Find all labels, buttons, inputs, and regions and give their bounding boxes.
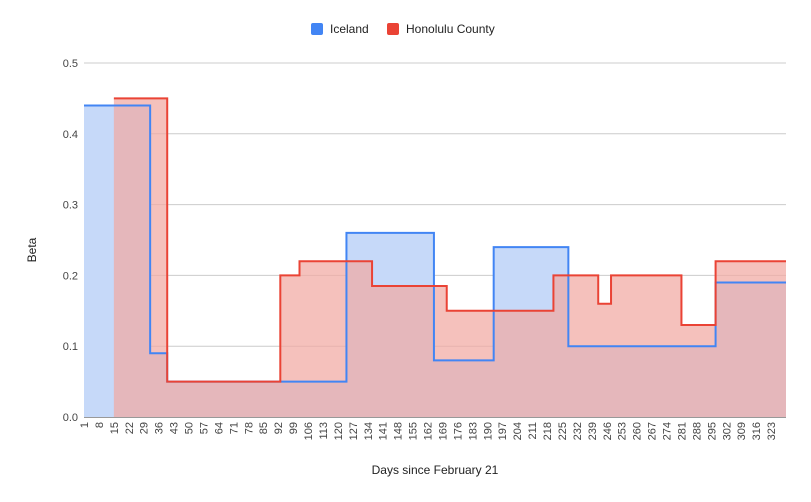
- y-tick-label: 0.2: [63, 270, 78, 282]
- legend-swatch-honolulu-county: [387, 23, 399, 35]
- x-tick-label: 120: [333, 422, 345, 440]
- x-tick-label: 99: [288, 422, 300, 434]
- legend-label-iceland: Iceland: [330, 22, 369, 36]
- legend-item-honolulu-county[interactable]: Honolulu County: [387, 22, 495, 36]
- x-tick-label: 36: [154, 422, 166, 434]
- x-tick-label: 162: [423, 422, 435, 440]
- x-axis-title: Days since February 21: [372, 463, 499, 477]
- x-tick-label: 8: [94, 422, 106, 428]
- x-tick-label: 211: [527, 422, 539, 440]
- x-tick-label: 190: [482, 422, 494, 440]
- x-tick-label: 218: [542, 422, 554, 440]
- x-tick-label: 78: [243, 422, 255, 434]
- y-tick-label: 0.3: [63, 200, 78, 212]
- x-tick-label: 57: [198, 422, 210, 434]
- x-tick-label: 92: [273, 422, 285, 434]
- x-tick-label: 302: [721, 422, 733, 440]
- series-lines: [84, 97, 786, 383]
- x-tick-label: 141: [378, 422, 390, 440]
- x-tick-label: 134: [363, 422, 375, 440]
- x-tick-label: 260: [632, 422, 644, 440]
- series-line-honolulu-county: [113, 97, 786, 383]
- x-tick-label: 267: [647, 422, 659, 440]
- x-tick-label: 22: [124, 422, 136, 434]
- x-tick-label: 85: [258, 422, 270, 434]
- x-tick-label: 225: [557, 422, 569, 440]
- x-tick-label: 127: [348, 422, 360, 440]
- y-axis-title: Beta: [25, 237, 39, 262]
- x-tick-label: 309: [736, 422, 748, 440]
- y-tick-label: 0.0: [63, 412, 78, 424]
- legend: Iceland Honolulu County: [0, 22, 811, 42]
- x-tick-label: 71: [228, 422, 240, 434]
- x-tick-label: 64: [213, 422, 225, 434]
- legend-swatch-iceland: [311, 23, 323, 35]
- x-tick-label: 204: [512, 422, 524, 440]
- legend-label-honolulu-county: Honolulu County: [406, 22, 495, 36]
- x-tick-label: 176: [452, 422, 464, 440]
- series-areas: [84, 98, 787, 418]
- y-tick-label: 0.1: [63, 341, 78, 353]
- y-tick-label: 0.5: [63, 58, 78, 70]
- x-tick-label: 281: [676, 422, 688, 440]
- x-tick-label: 106: [303, 422, 315, 440]
- x-tick-label: 232: [572, 422, 584, 440]
- x-tick-label: 155: [408, 422, 420, 440]
- x-tick-label: 15: [109, 422, 121, 434]
- x-tick-label: 197: [497, 422, 509, 440]
- y-tick-label: 0.4: [63, 129, 78, 141]
- x-tick-label: 316: [751, 422, 763, 440]
- x-tick-label: 113: [318, 422, 330, 440]
- x-tick-label: 323: [766, 422, 778, 440]
- x-tick-label: 148: [393, 422, 405, 440]
- x-tick-label: 253: [617, 422, 629, 440]
- series-area-honolulu-county: [113, 98, 787, 418]
- x-tick-label: 29: [139, 422, 151, 434]
- x-tick-label: 183: [467, 422, 479, 440]
- axes: 0.0 0.1 0.2 0.3 0.4 0.5 1 8 15 22 29 36 43 50 57 64 71 78…: [63, 58, 778, 440]
- x-tick-label: 295: [706, 422, 718, 440]
- x-tick-label: 1: [79, 422, 91, 428]
- x-tick-label: 50: [184, 422, 196, 434]
- x-tick-label: 43: [169, 422, 181, 434]
- legend-item-iceland[interactable]: Iceland: [311, 22, 369, 36]
- x-tick-label: 274: [662, 422, 674, 440]
- x-tick-label: 246: [602, 422, 614, 440]
- x-tick-label: 239: [587, 422, 599, 440]
- x-tick-label: 288: [691, 422, 703, 440]
- x-tick-label: 169: [437, 422, 449, 440]
- series-line-iceland: [84, 104, 786, 383]
